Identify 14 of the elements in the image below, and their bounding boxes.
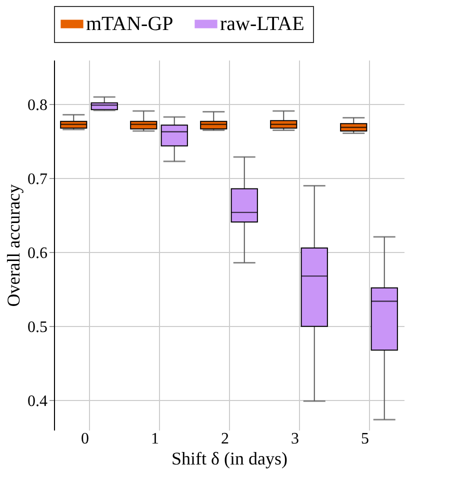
x-tick-label: 2 [221,430,229,448]
x-tick-label: 1 [151,430,159,448]
x-tick-label: 3 [291,430,299,448]
y-tick-label: 0.8 [28,96,48,114]
x-tick-label: 0 [81,430,89,448]
y-tick-label: 0.6 [28,244,48,262]
y-axis-title: Overall accuracy [4,184,24,307]
y-tick-label: 0.7 [28,170,48,188]
legend-label: raw-LTAE [220,13,304,35]
x-axis-title: Shift δ (in days) [172,448,288,468]
y-tick-label: 0.5 [28,318,48,336]
x-tick-label: 5 [361,430,369,448]
legend-label: mTAN-GP [86,13,174,35]
y-tick-label: 0.4 [28,392,48,410]
